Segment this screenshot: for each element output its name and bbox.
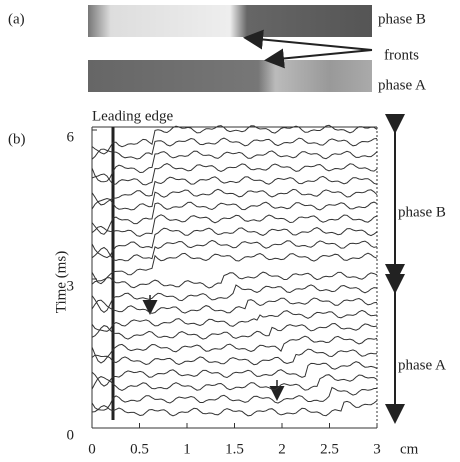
trace (91, 386, 377, 411)
trace (91, 227, 378, 259)
y-tick-label: 6 (67, 129, 75, 145)
trace (91, 175, 378, 206)
trace (91, 124, 378, 155)
x-tick-label: 2.5 (320, 441, 339, 457)
trace (91, 252, 378, 285)
trace (91, 137, 378, 160)
x-tick-label: 0.5 (130, 441, 149, 457)
trace (91, 271, 378, 289)
label: phase A (398, 357, 446, 373)
y-axis-label: Time (ms) (53, 251, 69, 313)
y-tick-label: 3 (67, 278, 75, 294)
trace (91, 335, 378, 364)
trace (91, 374, 378, 391)
trace (91, 239, 378, 262)
arrow (243, 29, 373, 51)
trace (91, 214, 378, 237)
trace (91, 361, 378, 387)
label: phase B (398, 204, 446, 220)
x-unit: cm (400, 441, 419, 457)
label: phase B (378, 11, 426, 27)
trace (91, 322, 378, 340)
x-tick-label: 1 (183, 441, 191, 457)
trace (91, 348, 378, 366)
arrow (264, 48, 373, 69)
x-tick-label: 1.5 (225, 441, 244, 457)
x-tick-label: 3 (373, 441, 381, 457)
trace (91, 163, 378, 186)
strip-phase-b (88, 5, 372, 37)
trace (91, 309, 378, 332)
panel-label: (a) (8, 11, 25, 27)
x-tick-label: 0 (88, 441, 96, 457)
annotation: Leading edge (92, 108, 174, 124)
y-tick-label: 0 (67, 427, 75, 443)
trace (91, 297, 378, 314)
strip-phase-a (88, 60, 372, 92)
trace (91, 400, 378, 417)
label: phase A (378, 77, 426, 93)
traces (91, 124, 378, 417)
label: fronts (384, 47, 419, 63)
panel-label: (b) (8, 131, 26, 147)
trace (91, 201, 378, 235)
x-tick-label: 2 (278, 441, 286, 457)
trace (91, 188, 378, 211)
trace (91, 150, 378, 183)
trace (91, 284, 378, 314)
